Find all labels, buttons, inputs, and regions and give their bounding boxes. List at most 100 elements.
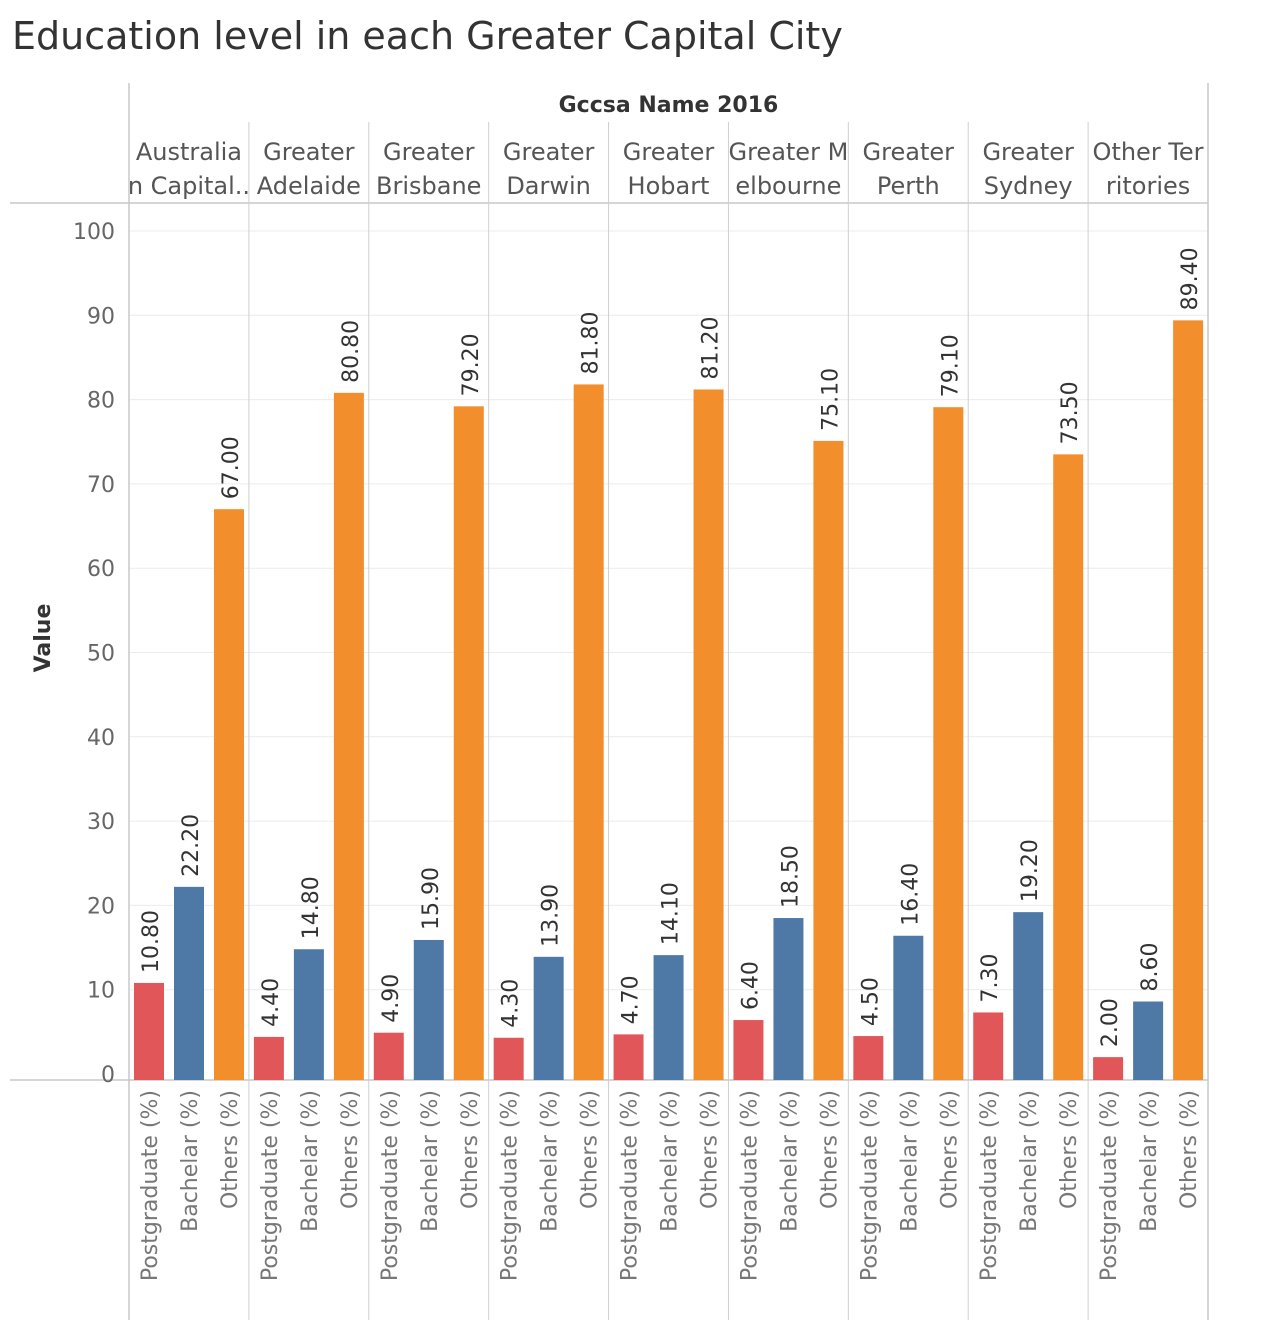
group-header-label: Greater (623, 138, 715, 166)
x-category-label: Others (%) (218, 1090, 243, 1209)
data-label: 14.80 (299, 876, 324, 939)
bar (533, 956, 564, 1080)
x-category-label: Bachelar (%) (178, 1090, 203, 1232)
x-category-label: Bachelar (%) (897, 1090, 922, 1232)
group-header-label: Greater (863, 138, 955, 166)
y-tick-label: 100 (73, 220, 115, 245)
data-label: 4.30 (499, 979, 524, 1028)
bar (453, 406, 484, 1080)
data-label: 7.30 (978, 953, 1003, 1002)
y-tick-label: 70 (87, 473, 115, 498)
data-label: 18.50 (778, 845, 803, 908)
column-header-title: Gccsa Name 2016 (559, 93, 779, 118)
bar (1013, 912, 1044, 1080)
data-label: 4.40 (259, 978, 284, 1027)
bar (134, 982, 164, 1080)
data-label: 80.80 (339, 320, 364, 383)
data-label: 10.80 (139, 910, 164, 973)
bar (333, 392, 364, 1081)
x-category-label: Postgraduate (%) (1097, 1090, 1122, 1281)
data-label: 22.20 (179, 814, 204, 877)
bar (693, 389, 724, 1080)
group-header-label: Darwin (506, 172, 591, 200)
x-category-label: Others (%) (1057, 1090, 1082, 1209)
group-header-label: Hobart (628, 172, 710, 200)
y-tick-label: 60 (87, 557, 115, 582)
group-header-label: Adelaide (257, 172, 361, 200)
group-header-label: Greater (263, 138, 355, 166)
group-header-label: Perth (877, 172, 940, 200)
bar (973, 1012, 1004, 1080)
group-header-label: ritories (1106, 172, 1190, 200)
data-label: 6.40 (738, 961, 763, 1010)
x-category-label: Postgraduate (%) (378, 1090, 403, 1281)
bar (214, 509, 244, 1080)
bar (613, 1034, 644, 1080)
x-category-label: Postgraduate (%) (737, 1090, 762, 1281)
x-category-label: Others (%) (578, 1090, 603, 1209)
y-tick-label: 90 (87, 304, 115, 329)
group-header-label: n Capital.. (128, 172, 250, 200)
data-label: 16.40 (898, 863, 923, 926)
group-header-label: Greater (503, 138, 595, 166)
y-tick-label: 50 (87, 642, 115, 667)
bar (293, 949, 324, 1080)
data-label: 79.10 (938, 334, 963, 397)
data-label: 15.90 (419, 867, 444, 930)
group-header-label: Brisbane (376, 172, 481, 200)
data-label: 2.00 (1098, 998, 1123, 1047)
x-category-label: Bachelar (%) (1137, 1090, 1162, 1232)
data-label: 4.70 (619, 975, 644, 1024)
data-label: 19.20 (1018, 839, 1043, 902)
data-label: 67.00 (219, 436, 244, 499)
bar (1133, 1001, 1164, 1080)
x-category-label: Others (%) (817, 1090, 842, 1209)
data-label: 81.80 (579, 311, 604, 374)
bar (733, 1020, 764, 1080)
bar (573, 384, 604, 1080)
x-category-label: Postgraduate (%) (138, 1090, 163, 1281)
x-category-label: Postgraduate (%) (258, 1090, 283, 1281)
x-category-label: Others (%) (1177, 1090, 1202, 1209)
data-label: 14.10 (659, 882, 684, 945)
bar (413, 939, 444, 1080)
x-category-label: Postgraduate (%) (857, 1090, 882, 1281)
data-label: 73.50 (1058, 381, 1083, 444)
bar (253, 1036, 284, 1080)
y-tick-label: 30 (87, 810, 115, 835)
data-label: 89.40 (1178, 247, 1203, 310)
bar (773, 918, 804, 1080)
bar (1173, 320, 1204, 1080)
chart-title: Education level in each Greater Capital … (12, 14, 843, 58)
group-header-label: Greater M (728, 138, 848, 166)
x-category-label: Postgraduate (%) (618, 1090, 643, 1281)
x-category-label: Postgraduate (%) (977, 1090, 1002, 1281)
bar (853, 1036, 884, 1080)
x-category-label: Bachelar (%) (658, 1090, 683, 1232)
data-label: 75.10 (818, 368, 843, 431)
y-tick-label: 0 (101, 1063, 115, 1088)
x-category-label: Bachelar (%) (418, 1090, 443, 1232)
data-label: 4.90 (379, 974, 404, 1023)
group-header-label: elbourne (735, 172, 841, 200)
bar (933, 407, 964, 1080)
x-category-label: Others (%) (698, 1090, 723, 1209)
x-category-label: Bachelar (%) (538, 1090, 563, 1232)
bar (813, 440, 844, 1081)
group-header-label: Sydney (984, 172, 1073, 200)
x-category-label: Bachelar (%) (1017, 1090, 1042, 1232)
group-header-label: Other Ter (1093, 138, 1204, 166)
data-label: 13.90 (539, 884, 564, 947)
x-category-label: Bachelar (%) (298, 1090, 323, 1232)
bar (373, 1032, 404, 1080)
bar (174, 886, 204, 1080)
y-axis-title: Value (31, 604, 56, 673)
x-category-label: Others (%) (338, 1090, 363, 1209)
data-label: 4.50 (858, 977, 883, 1026)
y-tick-label: 10 (87, 979, 115, 1004)
data-label: 81.20 (699, 316, 724, 379)
x-category-label: Others (%) (937, 1090, 962, 1209)
x-category-label: Postgraduate (%) (498, 1090, 523, 1281)
group-header-label: Greater (982, 138, 1074, 166)
